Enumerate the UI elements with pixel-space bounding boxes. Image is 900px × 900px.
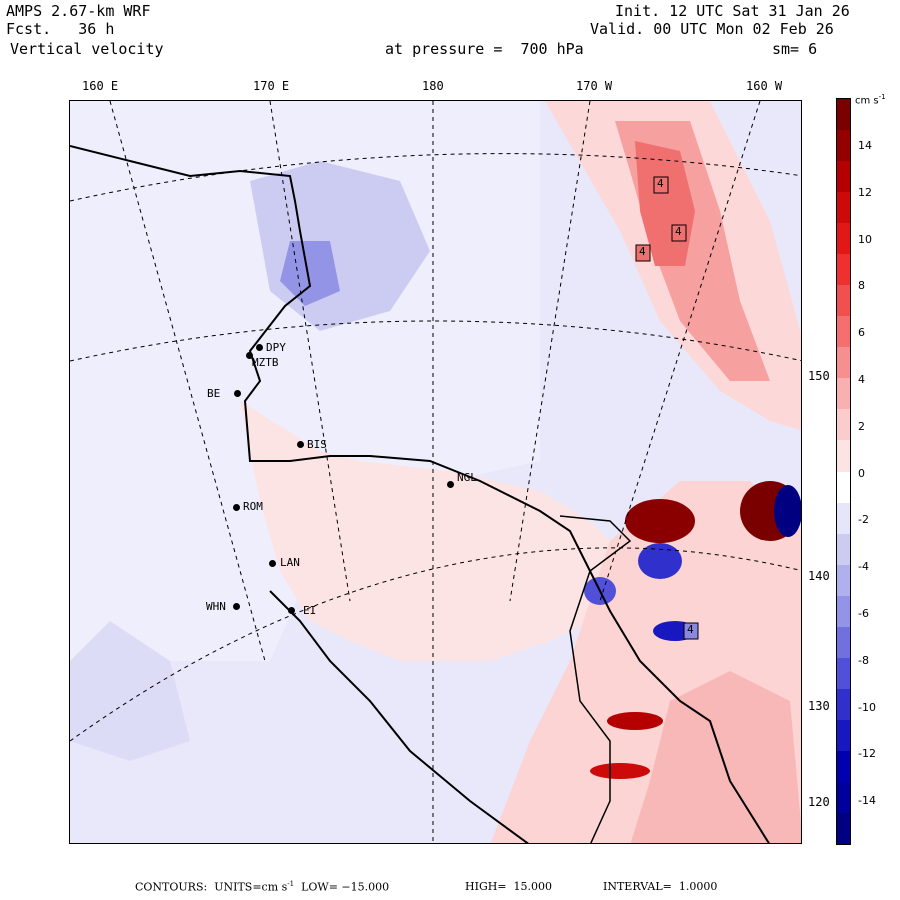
model-title: AMPS 2.67-km WRF (6, 2, 151, 20)
vertical-velocity-field (70, 101, 801, 843)
colorbar-tick-label: 2 (858, 419, 865, 433)
map-panel (69, 100, 802, 844)
colorbar-tick-label: 0 (858, 466, 865, 480)
colorbar-swatch (837, 781, 850, 814)
colorbar-swatch (837, 502, 850, 535)
colorbar-tick-label: -6 (858, 607, 869, 620)
field-name: Vertical velocity (10, 40, 164, 58)
colorbar-swatch (837, 471, 850, 504)
colorbar-swatch (837, 378, 850, 410)
strong-ascent-cell-1 (625, 499, 695, 543)
colorbar-tick-label: -14 (858, 794, 876, 808)
contour-label-1: 4 (657, 177, 664, 190)
contour-label-box-2 (671, 224, 687, 242)
station-dot-whn (233, 603, 240, 610)
colorbar-swatch (837, 564, 850, 597)
contour-label-box-1 (653, 176, 669, 194)
contour-label-4: 4 (687, 623, 694, 636)
station-rom: ROM (243, 500, 263, 513)
coastline-south (269, 590, 529, 843)
station-mztb: MZTB (252, 356, 279, 369)
valid-time: Valid. 00 UTC Mon 02 Feb 26 (590, 20, 834, 38)
pressure-level: at pressure = 700 hPa (385, 40, 584, 58)
station-dot-ngl (447, 481, 454, 488)
colorbar-swatch (837, 719, 850, 752)
station-be: BE (207, 387, 221, 400)
footer-contours: CONTOURS: UNITS=cm s-1 LOW= −15.000 (135, 880, 390, 894)
colorbar-tick-label: 12 (858, 185, 872, 199)
colorbar-swatch (837, 223, 850, 255)
colorbar-tick-label: -12 (858, 747, 876, 761)
strong-descent-cell-1 (774, 485, 801, 537)
station-dpy: DPY (266, 341, 286, 354)
colorbar-swatch (837, 657, 850, 690)
colorbar-tick-label: -10 (858, 700, 876, 714)
colorbar-swatch (837, 409, 850, 441)
colorbar-swatch (837, 130, 850, 162)
colorbar-swatch (837, 316, 850, 348)
station-dot-mztb (246, 352, 253, 359)
smoothing: sm= 6 (772, 40, 818, 58)
colorbar-swatch (837, 347, 850, 379)
east-ascent-core (630, 671, 801, 843)
ice-shelf-weak-ascent (240, 401, 630, 661)
contour-label-2: 4 (675, 225, 682, 238)
station-dot-bis (297, 441, 304, 448)
colorbar-swatch (837, 626, 850, 659)
ice-shelf-edge-east (559, 515, 632, 843)
coastline (70, 145, 770, 843)
meridian-160e (109, 101, 266, 662)
descent-cell-2 (638, 543, 682, 579)
colorbar-tick-label: 10 (858, 232, 872, 246)
colorbar-swatch (837, 285, 850, 317)
station-bis: BIS (307, 438, 327, 451)
parallel-1 (70, 153, 801, 202)
colorbar-swatch (837, 750, 850, 783)
footer-high: HIGH= 15.000 (465, 880, 553, 893)
colorbar-swatch (837, 812, 850, 845)
lon-label-180: 180 (422, 79, 444, 93)
station-dot-lan (269, 560, 276, 567)
colorbar-swatch (837, 161, 850, 193)
west-descent (70, 621, 190, 761)
colorbar-swatch (837, 533, 850, 566)
colorbar-tick-label: -2 (858, 513, 869, 527)
colorbar-tick-label: 4 (858, 373, 865, 386)
colorbar-swatch (837, 254, 850, 286)
colorbar-tick-label: 8 (858, 279, 865, 293)
contour-label-box-3 (635, 244, 651, 262)
ascent-cell-3 (607, 712, 663, 730)
parallel-2 (70, 320, 801, 362)
colorbar-swatch (837, 595, 850, 628)
station-lan: LAN (280, 556, 300, 569)
colorbar-swatch (837, 192, 850, 224)
station-ngl: NGL (457, 471, 477, 484)
colorbar-swatch (837, 99, 850, 131)
colorbar-units: cm s-1 (855, 93, 886, 107)
colorbar (836, 98, 851, 845)
colorbar-tick-label: 6 (858, 326, 865, 340)
footer-interval: INTERVAL= 1.0000 (603, 880, 718, 893)
colorbar-tick-label: 14 (858, 139, 872, 152)
station-dot-ei (288, 607, 295, 614)
lon-label-160w: 160 W (746, 79, 783, 93)
colorbar-swatch (837, 688, 850, 721)
station-whn: WHN (206, 600, 226, 613)
ascent-cell-4 (590, 763, 650, 779)
colorbar-tick-label: -8 (858, 653, 869, 667)
contour-label-box-4 (683, 622, 699, 640)
lon-label-170e: 170 E (253, 79, 290, 93)
init-time: Init. 12 UTC Sat 31 Jan 26 (615, 2, 850, 20)
forecast-hour: Fcst. 36 h (6, 20, 115, 38)
mountain-descent-core (280, 241, 340, 306)
station-dot-dpy (256, 344, 263, 351)
lon-label-170w: 170 W (576, 79, 613, 93)
contour-label-3: 4 (639, 245, 646, 258)
station-dot-be (234, 390, 241, 397)
colorbar-swatch (837, 440, 850, 472)
station-ei: EI (303, 604, 317, 617)
colorbar-tick-label: -4 (858, 560, 869, 574)
station-dot-rom (233, 504, 240, 511)
lon-label-160e: 160 E (82, 79, 119, 93)
